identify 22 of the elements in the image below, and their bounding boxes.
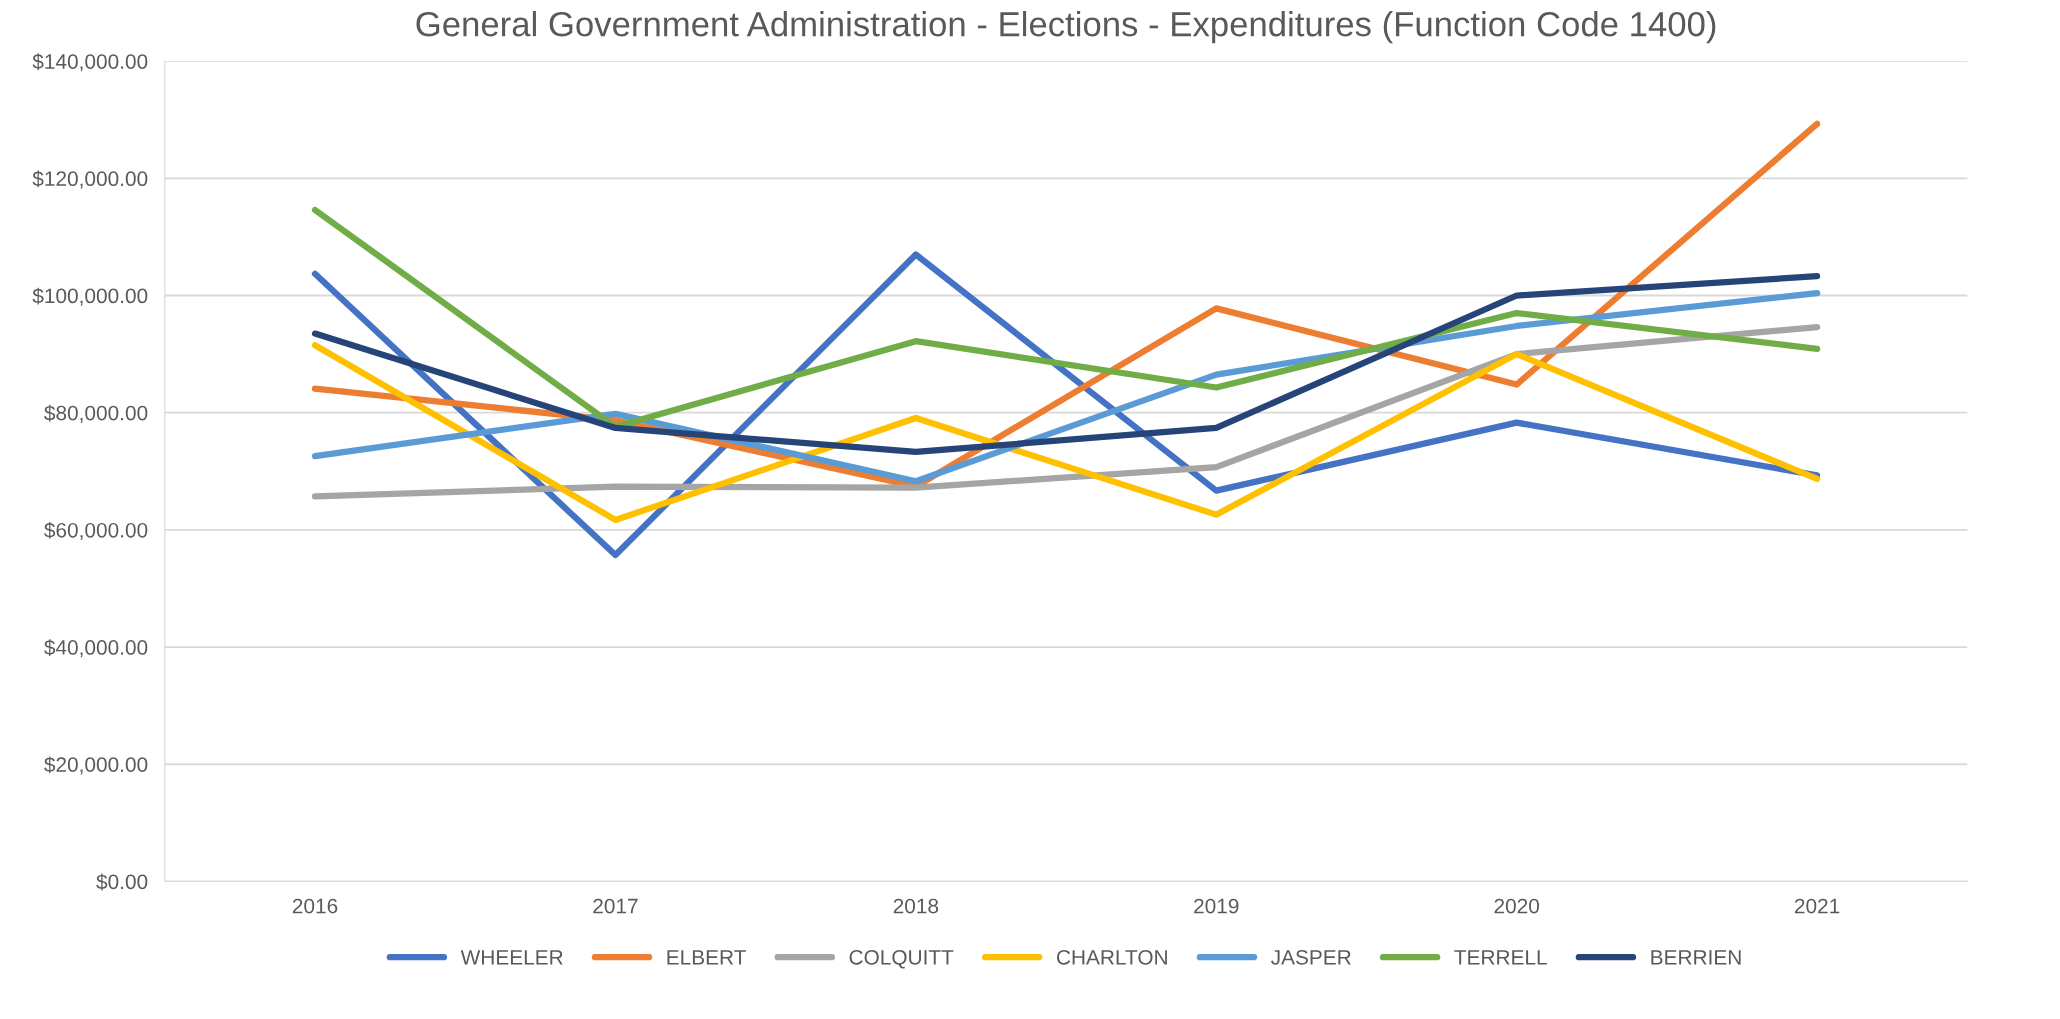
legend-label: JASPER <box>1271 949 1351 965</box>
legend-label: ELBERT <box>667 950 746 965</box>
y-tick-label: $80,000.00 <box>44 404 148 423</box>
legend-label: TERRELL <box>1454 950 1547 965</box>
legend-label: COLQUITT <box>849 949 954 969</box>
y-tick-label: $100,000.00 <box>32 287 148 306</box>
x-tick-label: 2018 <box>893 898 939 914</box>
x-tick-label: 2019 <box>1194 898 1239 914</box>
chart-title: General Government Administration - Elections - Expenditures (Function Code 1400) <box>416 10 1716 44</box>
y-tick-label: $140,000.00 <box>32 53 148 72</box>
y-tick-label: $40,000.00 <box>44 639 148 658</box>
y-tick-label: $120,000.00 <box>32 170 148 189</box>
legend-label: CHARLTON <box>1056 949 1167 965</box>
y-tick-label: $60,000.00 <box>44 522 148 541</box>
y-tick-label: $0.00 <box>96 873 148 891</box>
x-tick-label: 2021 <box>1794 898 1840 914</box>
x-tick-label: 2017 <box>593 898 638 914</box>
y-tick-label: $20,000.00 <box>44 756 148 775</box>
legend-label: BERRIEN <box>1651 950 1741 965</box>
legend-label: WHEELER <box>460 950 563 965</box>
x-tick-label: 2016 <box>292 898 338 914</box>
x-tick-label: 2020 <box>1494 898 1540 914</box>
